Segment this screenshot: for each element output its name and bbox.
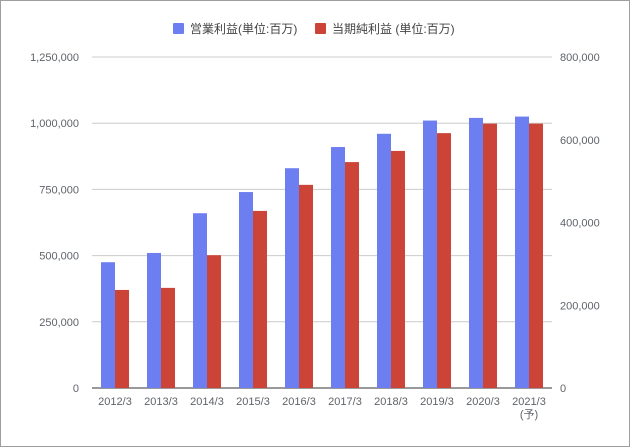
- bar-net-income: [299, 184, 313, 388]
- bar-operating-profit: [193, 213, 207, 388]
- right-axis-tick-label: 800,000: [560, 52, 600, 64]
- bar-net-income: [529, 123, 543, 389]
- left-axis-tick-label: 750,000: [39, 184, 79, 196]
- legend-swatch-operating-profit: [173, 23, 184, 34]
- bar-operating-profit: [147, 252, 161, 388]
- bar-net-income: [253, 210, 267, 388]
- bar-net-income: [483, 123, 497, 389]
- bar-operating-profit: [423, 120, 437, 388]
- x-axis-tick-label: 2016/3: [282, 396, 316, 408]
- bar-net-income: [161, 287, 175, 388]
- bar-operating-profit: [331, 147, 345, 388]
- bar-net-income: [115, 289, 129, 388]
- bar-operating-profit: [285, 168, 299, 388]
- left-axis-tick-label: 250,000: [39, 317, 79, 329]
- left-axis-tick-label: 1,000,000: [30, 118, 79, 130]
- bar-operating-profit: [469, 117, 483, 389]
- x-axis-tick-label: 2017/3: [328, 396, 362, 408]
- bar-operating-profit: [515, 116, 529, 388]
- right-axis-tick-label: 400,000: [560, 218, 600, 230]
- left-axis-tick-label: 500,000: [39, 251, 79, 263]
- legend-label-operating-profit: 営業利益(単位:百万): [190, 21, 297, 36]
- x-axis-tick-label: 2018/3: [374, 396, 408, 408]
- bar-net-income: [207, 255, 221, 388]
- right-axis-tick-label: 600,000: [560, 135, 600, 147]
- x-axis-tick-label: 2020/3: [466, 396, 500, 408]
- right-y-axis: 0 200,000 400,000 600,000 800,000: [560, 52, 600, 395]
- x-axis: 2012/3 2013/3 2014/3 2015/3 2016/3 2017/3 2018…: [98, 396, 546, 421]
- x-axis-tick-label: 2013/3: [144, 396, 178, 408]
- legend-label-net-income: 当期純利益 (単位:百万): [332, 21, 455, 36]
- x-axis-tick-label: 2021/3: [512, 396, 546, 408]
- legend-swatch-net-income: [315, 23, 326, 34]
- x-axis-tick-label: 2019/3: [420, 396, 454, 408]
- bar-net-income: [345, 162, 359, 388]
- bar-operating-profit: [377, 133, 391, 388]
- x-axis-tick-sublabel: (予): [520, 408, 538, 421]
- left-axis-tick-label: 1,250,000: [30, 52, 79, 64]
- left-axis-tick-label: 0: [73, 383, 79, 395]
- bar-operating-profit: [239, 192, 253, 388]
- right-axis-tick-label: 0: [560, 383, 566, 395]
- bar-net-income: [437, 133, 451, 388]
- x-axis-tick-label: 2012/3: [98, 396, 132, 408]
- x-axis-tick-label: 2015/3: [236, 396, 270, 408]
- bar-operating-profit: [101, 262, 115, 388]
- left-y-axis: 0 250,000 500,000 750,000 1,000,000 1,250,000: [30, 52, 79, 395]
- bar-net-income: [391, 150, 405, 388]
- legend: 営業利益(単位:百万) 当期純利益 (単位:百万): [173, 21, 455, 36]
- x-axis-tick-label: 2014/3: [190, 396, 224, 408]
- right-axis-tick-label: 200,000: [560, 300, 600, 312]
- bars: [101, 116, 543, 389]
